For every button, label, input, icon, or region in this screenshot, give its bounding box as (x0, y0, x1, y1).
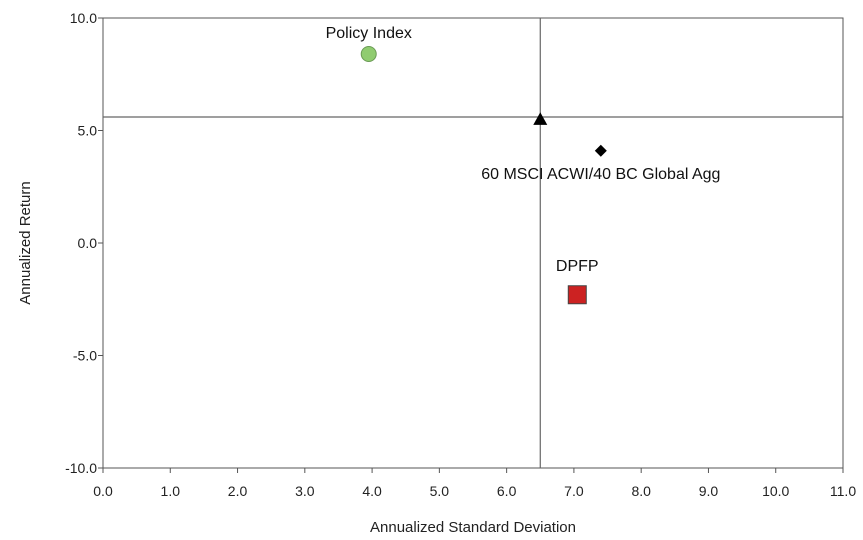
x-tick-label: 5.0 (430, 483, 450, 499)
x-tick-label: 7.0 (564, 483, 584, 499)
x-tick-label: 0.0 (93, 483, 113, 499)
y-tick-label: 0.0 (78, 235, 98, 251)
dpfp-point (568, 286, 586, 304)
plot-area (103, 18, 843, 468)
point-label: DPFP (556, 258, 599, 275)
benchmark-point (595, 145, 607, 157)
x-tick-label: 1.0 (161, 483, 181, 499)
x-tick-label: 4.0 (362, 483, 382, 499)
x-tick-label: 2.0 (228, 483, 248, 499)
y-tick-label: 10.0 (70, 10, 97, 26)
point-label: 60 MSCI ACWI/40 BC Global Agg (481, 166, 720, 183)
y-axis-title: Annualized Return (17, 181, 34, 304)
x-tick-label: 11.0 (830, 483, 856, 499)
point-label: Policy Index (326, 25, 412, 42)
y-tick-label: -5.0 (73, 348, 97, 364)
x-tick-label: 6.0 (497, 483, 517, 499)
triangle-point (533, 112, 547, 125)
x-tick-label: 8.0 (631, 483, 651, 499)
x-tick-label: 9.0 (699, 483, 719, 499)
y-tick-label: -10.0 (65, 460, 97, 476)
x-tick-label: 3.0 (295, 483, 315, 499)
policy-index-point (361, 47, 376, 62)
x-tick-label: 10.0 (762, 483, 789, 499)
x-axis-title: Annualized Standard Deviation (370, 519, 576, 536)
y-tick-label: 5.0 (78, 123, 98, 139)
